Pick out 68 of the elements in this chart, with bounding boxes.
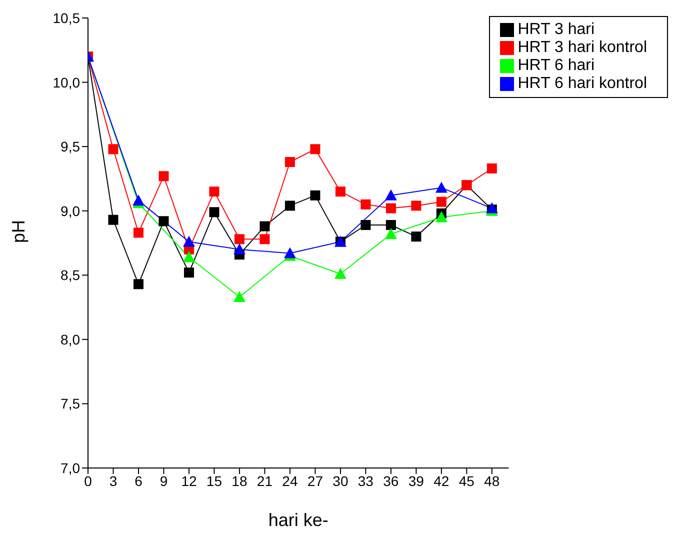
x-tick-label: 21 [256,472,273,489]
point [310,144,320,154]
point [486,202,498,214]
x-tick-label: 30 [332,472,348,489]
y-tick-label: 7,0 [60,460,80,476]
x-tick-label: 48 [484,472,500,489]
x-tick-label: 15 [206,472,222,489]
point [411,232,422,242]
point [233,291,246,302]
y-tick-label: 10,5 [52,10,80,26]
x-tick-label: 39 [408,472,424,489]
point [184,268,194,278]
y-axis-title: pH [8,220,28,243]
point [158,171,169,182]
y-tick-label: 8,0 [60,331,80,348]
x-tick-label: 12 [181,472,197,489]
point [436,196,446,207]
legend-label: HRT 3 hari [518,21,595,38]
point [108,144,118,154]
point [486,163,497,174]
x-tick-label: 36 [383,472,399,489]
legend-label: HRT 6 hari [518,57,595,74]
point [435,182,448,193]
x-tick-label: 0 [84,472,92,489]
point [384,228,397,239]
y-tick-label: 7,5 [60,396,80,412]
point [233,243,246,254]
point [284,157,295,167]
y-tick-label: 8,5 [60,267,80,284]
point [360,220,371,230]
x-tick-label: 3 [109,472,118,489]
point [284,247,296,258]
point [284,200,295,211]
point [260,221,270,232]
x-tick-label: 33 [358,472,374,489]
x-tick-label: 27 [307,472,324,489]
x-axis-title: hari ke- [268,510,328,530]
legend-label: HRT 6 hari kontrol [518,75,647,92]
point [334,268,346,279]
legend-label: HRT 3 hari kontrol [518,39,647,56]
point [234,234,244,244]
point [182,236,195,247]
point [182,251,195,262]
x-tick-label: 6 [134,472,143,489]
point [132,194,144,206]
point [335,186,346,197]
x-tick-label: 45 [458,472,475,489]
point [411,200,422,211]
point [209,186,220,197]
point [386,220,396,230]
x-tick-label: 42 [434,472,450,489]
point [108,214,118,225]
point [260,234,270,244]
y-tick-label: 9,0 [60,202,80,219]
point [310,190,320,200]
point [133,228,144,238]
y-tick-label: 10,0 [52,74,80,90]
point [435,211,448,222]
point [158,216,169,226]
point [384,189,397,200]
point [209,207,220,218]
point [133,279,144,290]
point [360,199,371,210]
x-tick-label: 18 [232,472,248,489]
point [386,203,396,214]
x-tick-label: 9 [160,472,168,489]
y-tick-label: 9,5 [60,138,80,155]
x-tick-label: 24 [282,472,298,489]
